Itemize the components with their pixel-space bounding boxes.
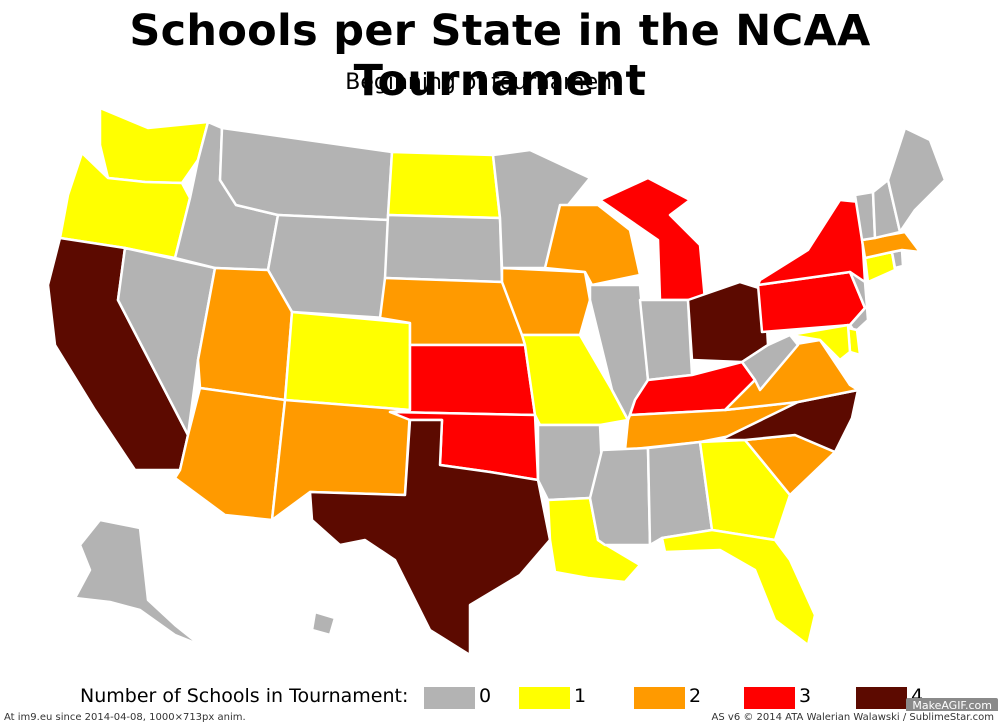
state-SD bbox=[383, 213, 504, 284]
state-MI bbox=[598, 176, 707, 302]
legend-swatch-1 bbox=[519, 687, 570, 709]
state-WV bbox=[740, 333, 800, 392]
legend-swatch-4 bbox=[856, 687, 907, 709]
us-map bbox=[46, 106, 947, 657]
state-FL bbox=[660, 528, 817, 647]
makeagif-watermark: MakeAGIF.com bbox=[906, 698, 998, 713]
legend-swatch-3 bbox=[744, 687, 795, 709]
map-title: Schools per State in the NCAA Tournament bbox=[129, 6, 871, 106]
state-MD bbox=[788, 323, 852, 362]
state-MS bbox=[588, 446, 652, 547]
legend-value-2: 2 bbox=[689, 685, 702, 707]
state-ND bbox=[386, 150, 502, 220]
legend-swatch-0 bbox=[424, 687, 475, 709]
state-UT bbox=[196, 266, 294, 402]
legend-label: Number of Schools in Tournament: bbox=[80, 685, 409, 707]
state-IN bbox=[638, 298, 694, 382]
state-ME bbox=[886, 126, 947, 234]
state-TX bbox=[308, 418, 552, 657]
legend-swatch-2 bbox=[634, 687, 685, 709]
state-WA bbox=[98, 106, 210, 185]
state-WI bbox=[543, 203, 642, 287]
state-KS bbox=[388, 343, 537, 417]
state-CO bbox=[283, 310, 412, 412]
state-AK bbox=[73, 518, 202, 647]
state-MT bbox=[218, 126, 394, 222]
legend-value-1: 1 bbox=[574, 685, 587, 707]
legend-value-0: 0 bbox=[479, 685, 492, 707]
footer-left-text: At im9.eu since 2014-04-08, 1000×713px a… bbox=[4, 712, 246, 723]
footer-right-text: AS v6 © 2014 ATA Walerian Walawski / Sub… bbox=[711, 712, 994, 723]
legend: Number of Schools in Tournament: 0 1 2 3… bbox=[0, 683, 1000, 713]
footer-bar: At im9.eu since 2014-04-08, 1000×713px a… bbox=[0, 711, 1000, 725]
legend-value-3: 3 bbox=[799, 685, 812, 707]
state-WY bbox=[266, 213, 390, 320]
map-subtitle: Beginning of tournament bbox=[345, 70, 621, 95]
state-HI bbox=[310, 610, 337, 637]
